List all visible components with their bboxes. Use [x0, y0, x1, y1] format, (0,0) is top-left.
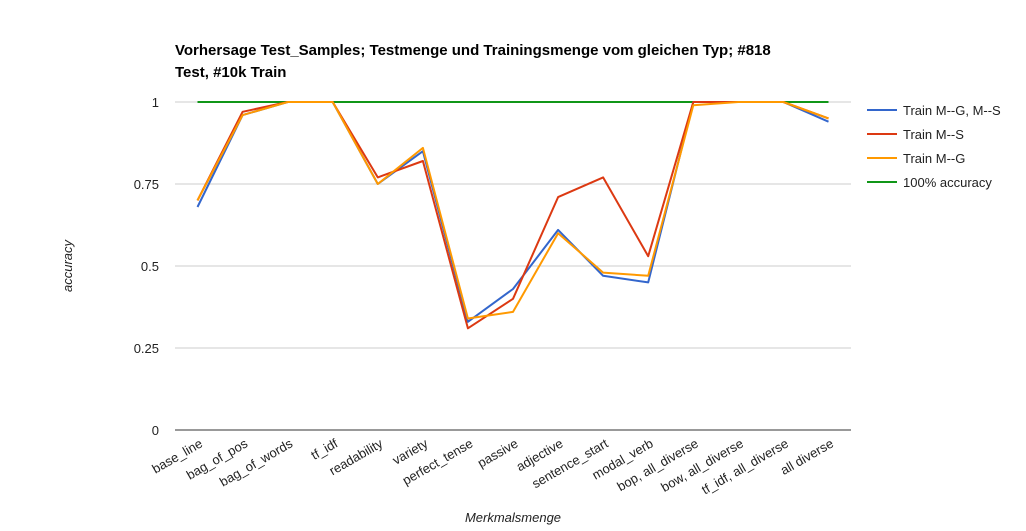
x-axis-title: Merkmalsmenge	[465, 510, 561, 525]
y-tick-label: 0	[152, 423, 159, 438]
gridlines	[175, 101, 851, 431]
y-tick-label: 1	[152, 95, 159, 110]
legend-label: Train M--G	[903, 151, 965, 166]
chart-title: Vorhersage Test_Samples; Testmenge und T…	[175, 42, 771, 81]
y-axis-ticks: 0 0.25 0.5 0.75 1	[134, 95, 159, 438]
y-axis-title: accuracy	[60, 238, 75, 292]
series-lines	[196, 101, 829, 330]
chart-title-line-1: Vorhersage Test_Samples; Testmenge und T…	[175, 42, 771, 59]
series-line-train-m-g	[196, 101, 829, 320]
chart-title-line-2: Test, #10k Train	[175, 64, 286, 81]
series-line-train-m-g-m-s	[196, 101, 829, 323]
legend-label: Train M--G, M--S	[903, 103, 1001, 118]
legend-label: 100% accuracy	[903, 175, 992, 190]
legend-label: Train M--S	[903, 127, 964, 142]
x-tick-label: tf_idf	[308, 435, 340, 462]
x-tick-label: passive	[475, 436, 521, 471]
y-tick-label: 0.5	[141, 259, 159, 274]
y-tick-label: 0.25	[134, 341, 159, 356]
y-tick-label: 0.75	[134, 177, 159, 192]
series-line-train-m-s	[196, 101, 829, 330]
legend: Train M--G, M--S Train M--S Train M--G 100%…	[867, 103, 1001, 190]
